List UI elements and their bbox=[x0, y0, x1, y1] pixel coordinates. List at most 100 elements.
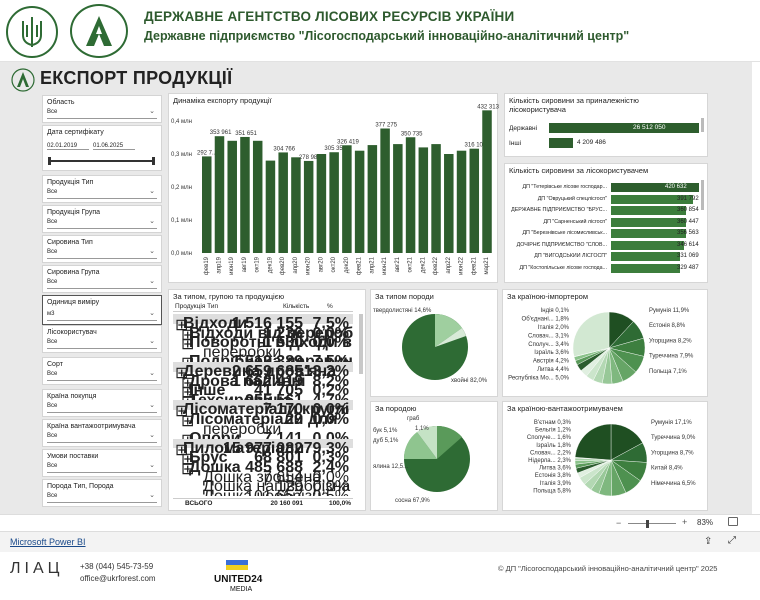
date-slider-handle[interactable] bbox=[152, 157, 155, 165]
bar-month[interactable] bbox=[202, 156, 212, 253]
filter-dropdown[interactable]: Все ⌄ bbox=[47, 430, 157, 443]
zoom-out-button[interactable]: − bbox=[616, 518, 622, 528]
scrollbar[interactable] bbox=[701, 180, 704, 210]
bar-month[interactable] bbox=[393, 144, 403, 253]
table-row[interactable]: Дошка напівобрізна 129 0,0% bbox=[173, 477, 353, 495]
ownership-bar-other[interactable] bbox=[549, 138, 573, 148]
col-header-pct[interactable]: % bbox=[327, 303, 333, 310]
user-bar[interactable] bbox=[611, 240, 684, 250]
expand-icon[interactable]: ⊞ bbox=[181, 412, 195, 430]
bar-month[interactable] bbox=[265, 160, 276, 253]
table-row[interactable]: ⊞ Відходи 1 516 155 7,5% bbox=[173, 314, 353, 334]
chevron-down-icon[interactable]: ⌄ bbox=[149, 492, 155, 499]
bar-month[interactable] bbox=[278, 152, 288, 253]
expand-icon[interactable]: ⊞ bbox=[175, 317, 189, 334]
bar-month[interactable] bbox=[431, 144, 441, 253]
table-row[interactable]: ⊞Техсировина955 5614,7% bbox=[173, 391, 353, 411]
table-row[interactable]: ⊞Подрібнена деревина1 513 3897,5% bbox=[173, 352, 353, 372]
date-from-input[interactable]: 02.01.2019 bbox=[47, 143, 89, 150]
bar-month[interactable] bbox=[240, 136, 250, 253]
chevron-down-icon[interactable]: ⌄ bbox=[149, 338, 155, 345]
bar-month[interactable] bbox=[418, 147, 429, 253]
bar-month[interactable] bbox=[291, 157, 301, 253]
expand-icon[interactable]: ⊞ bbox=[181, 374, 195, 392]
fullscreen-icon[interactable]: ⤢ bbox=[728, 535, 736, 546]
bar-month[interactable] bbox=[214, 136, 225, 253]
expand-icon[interactable]: ⊞ bbox=[181, 460, 195, 478]
chevron-down-icon[interactable]: ⌄ bbox=[149, 370, 155, 377]
chevron-down-icon[interactable]: ⌄ bbox=[149, 310, 155, 317]
table-row[interactable]: ⊞ Лісоматеріали для 29 0,0% bbox=[173, 410, 353, 430]
expand-icon[interactable]: ⊞ bbox=[175, 403, 189, 421]
footer-email[interactable]: office@ukrforest.com bbox=[80, 574, 156, 583]
bar-month[interactable] bbox=[367, 145, 378, 253]
powerbi-link[interactable]: Microsoft Power BI bbox=[10, 537, 86, 547]
chevron-down-icon[interactable]: ⌄ bbox=[149, 108, 155, 115]
table-row[interactable]: ⊞ Дошка 485 688 2,4% bbox=[173, 458, 353, 478]
table-row[interactable]: Дошка необрізна101 657 0,5% bbox=[173, 487, 353, 496]
footer-phone[interactable]: +38 (044) 545-73-59 bbox=[80, 562, 154, 571]
user-bar[interactable] bbox=[611, 263, 680, 273]
chevron-down-icon[interactable]: ⌄ bbox=[149, 188, 155, 195]
table-row[interactable]: Дошка зрощена 7 654 0,0% bbox=[173, 468, 353, 486]
zoom-slider[interactable] bbox=[628, 523, 676, 524]
filter-dropdown[interactable]: Все ⌄ bbox=[47, 368, 157, 381]
filter-dropdown[interactable]: Все ⌄ bbox=[47, 246, 157, 259]
filter-dropdown[interactable]: Все ⌄ bbox=[47, 276, 157, 289]
bar-month[interactable] bbox=[342, 145, 352, 253]
pie-slice-beech[interactable] bbox=[417, 425, 437, 459]
expand-icon[interactable]: ⊞ bbox=[181, 384, 195, 402]
user-bar[interactable] bbox=[611, 194, 693, 204]
bar-month[interactable] bbox=[303, 160, 314, 253]
filter-dropdown[interactable]: Все ⌄ bbox=[47, 490, 157, 503]
chevron-down-icon[interactable]: ⌄ bbox=[149, 462, 155, 469]
table-row[interactable]: ⊞ Відходи від переробки 1 236 0,0% bbox=[173, 324, 353, 344]
bar-month[interactable] bbox=[405, 137, 416, 253]
table-row[interactable]: ⊞ Брус 68 801 0,3% bbox=[173, 448, 353, 468]
filter-dropdown[interactable]: Все ⌄ bbox=[47, 216, 157, 229]
bar-month[interactable] bbox=[329, 152, 339, 253]
bar-month[interactable] bbox=[482, 110, 492, 254]
filter-dropdown[interactable]: м3 ⌄ bbox=[47, 308, 157, 321]
date-to-input[interactable]: 01.06.2025 bbox=[93, 143, 135, 150]
filter-dropdown[interactable]: Все ⌄ bbox=[47, 106, 157, 119]
bar-month[interactable] bbox=[227, 140, 237, 253]
user-bar[interactable] bbox=[611, 183, 699, 192]
bar-month[interactable] bbox=[252, 140, 263, 253]
bar-month[interactable] bbox=[456, 150, 467, 253]
col-header-product[interactable]: Продукція Тип bbox=[175, 303, 218, 310]
col-header-qty[interactable]: Кількість bbox=[283, 303, 310, 310]
chevron-down-icon[interactable]: ⌄ bbox=[149, 248, 155, 255]
pie-slice[interactable] bbox=[574, 423, 612, 461]
bar-month[interactable] bbox=[354, 150, 365, 253]
filter-dropdown[interactable]: Все ⌄ bbox=[47, 336, 157, 349]
pie-slice-spruce[interactable] bbox=[403, 432, 437, 459]
bar-month[interactable] bbox=[380, 128, 390, 253]
zoom-slider-handle[interactable] bbox=[646, 520, 649, 528]
pie-slice-other[interactable] bbox=[435, 328, 466, 347]
expand-icon[interactable]: ⊞ bbox=[175, 441, 189, 459]
chevron-down-icon[interactable]: ⌄ bbox=[149, 402, 155, 409]
table-row[interactable]: ⊞Опори7 1410,0% bbox=[173, 429, 353, 449]
scrollbar[interactable] bbox=[701, 118, 704, 132]
chevron-down-icon[interactable]: ⌄ bbox=[149, 218, 155, 225]
table-row[interactable]: переробки bbox=[173, 420, 353, 438]
date-range-slider[interactable] bbox=[49, 160, 155, 162]
expand-icon[interactable]: ⊞ bbox=[181, 451, 195, 469]
user-bar[interactable] bbox=[611, 252, 681, 261]
filter-dropdown[interactable]: Все ⌄ bbox=[47, 460, 157, 473]
table-row[interactable]: ⊞ Пиломатеріали 15 977 082 79,3% bbox=[173, 438, 353, 459]
table-row[interactable]: ⊞ Дрова паливні 1 662 419 8,2% bbox=[173, 372, 353, 392]
user-bar[interactable] bbox=[611, 217, 687, 227]
zoom-in-button[interactable]: + bbox=[682, 517, 688, 527]
filter-dropdown[interactable]: Все ⌄ bbox=[47, 186, 157, 199]
chevron-down-icon[interactable]: ⌄ bbox=[149, 432, 155, 439]
table-row[interactable]: ⊞ Поворотні відходи від 1 530 0,0% bbox=[173, 333, 353, 353]
user-bar[interactable] bbox=[611, 229, 686, 238]
bar-month[interactable] bbox=[444, 154, 454, 253]
expand-icon[interactable]: ⊞ bbox=[175, 364, 189, 382]
pie-slice-oak[interactable] bbox=[437, 425, 462, 459]
expand-icon[interactable]: ⊞ bbox=[181, 336, 195, 354]
table-row[interactable]: переробки bbox=[173, 343, 353, 361]
table-row[interactable]: ⊞ Деревина дров'яна 2 659 685 13,2% bbox=[173, 361, 353, 382]
